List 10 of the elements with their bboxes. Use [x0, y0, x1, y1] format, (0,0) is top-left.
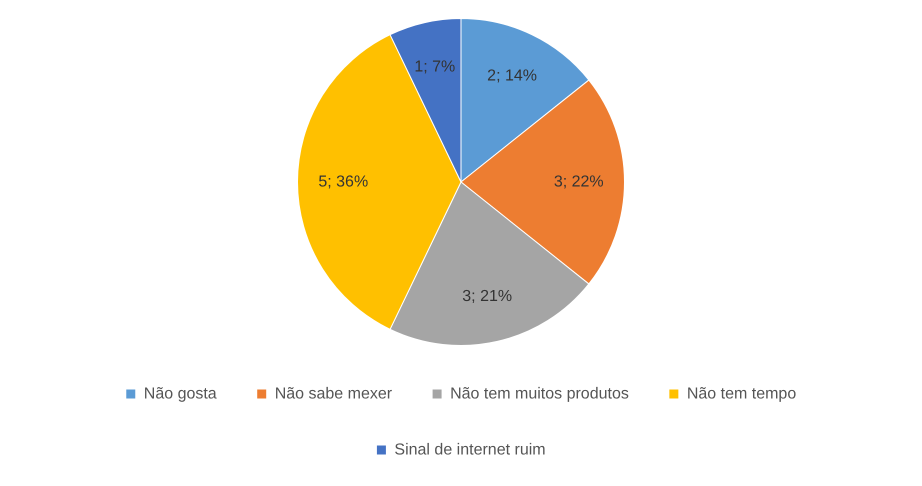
legend-label: Não tem tempo — [686, 385, 796, 402]
legend-label: Não sabe mexer — [274, 385, 393, 402]
legend-label: Não tem muitos produtos — [450, 385, 629, 402]
data-label: 3; 21% — [462, 288, 512, 306]
data-label: 1; 7% — [414, 58, 456, 76]
legend-label: Não gosta — [144, 385, 217, 402]
data-label: 3; 22% — [554, 173, 604, 190]
data-label: 2; 14% — [487, 67, 537, 84]
legend-label: Sinal de internet ruim — [394, 441, 546, 458]
data-label: 5; 36% — [318, 173, 368, 190]
